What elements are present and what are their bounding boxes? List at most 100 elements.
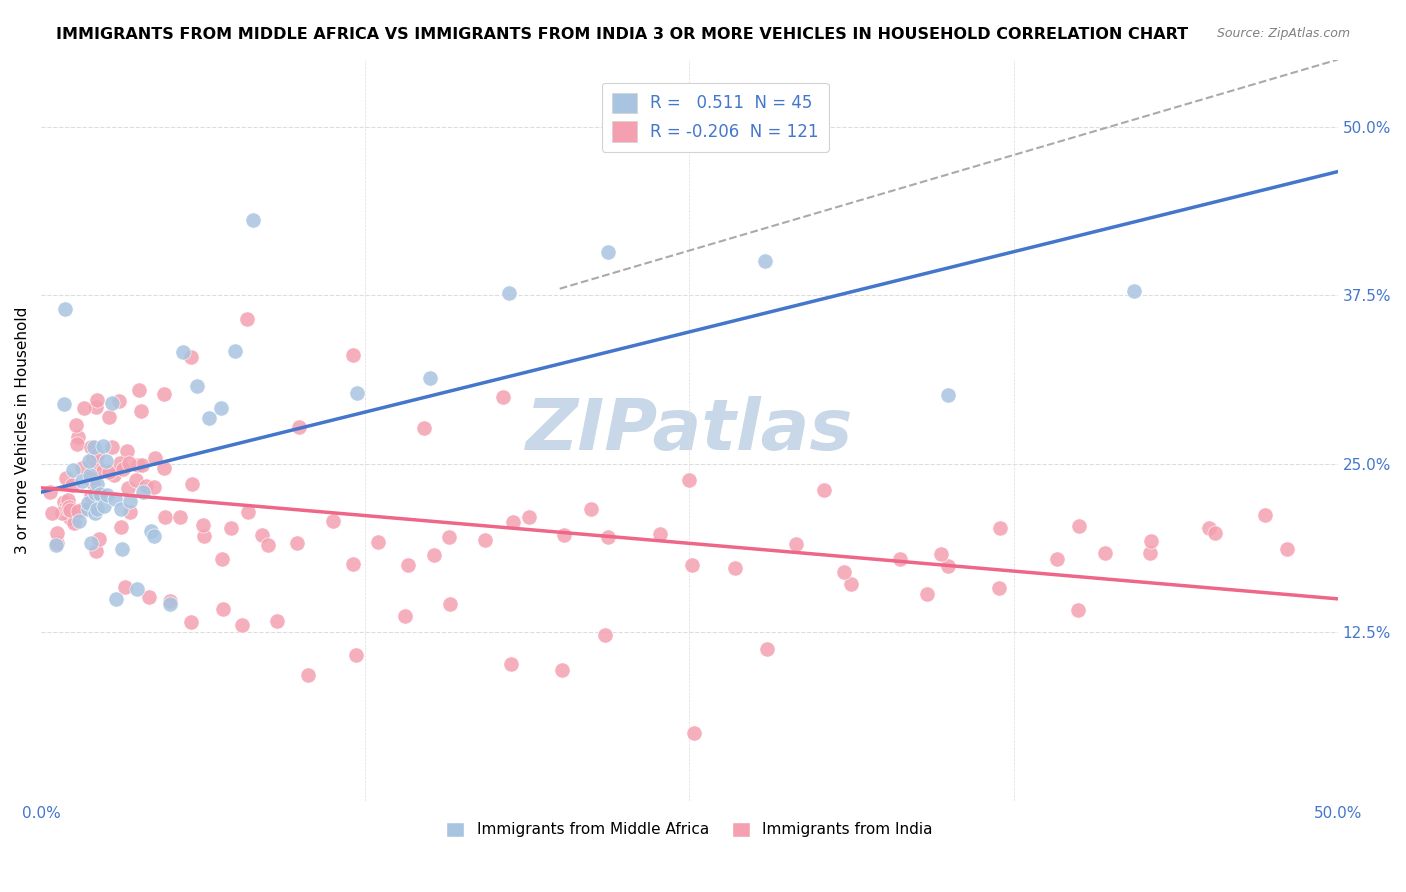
Point: [80, 489, 103, 503]
Point: [342, 557, 364, 571]
Point: [683, 726, 706, 740]
Point: [1275, 542, 1298, 557]
Point: [79, 467, 101, 482]
Point: [598, 530, 620, 544]
Point: [142, 480, 165, 494]
Point: [115, 444, 138, 458]
Point: [53, 495, 76, 509]
Point: [839, 577, 862, 591]
Point: [342, 348, 364, 362]
Point: [181, 477, 204, 491]
Point: [72, 502, 94, 516]
Point: [87, 532, 110, 546]
Point: [55, 471, 77, 485]
Point: [209, 401, 232, 416]
Point: [72, 474, 94, 488]
Legend: Immigrants from Middle Africa, Immigrants from India: Immigrants from Middle Africa, Immigrant…: [439, 814, 941, 845]
Point: [105, 591, 128, 606]
Point: [551, 663, 574, 677]
Point: [1139, 546, 1161, 560]
Point: [915, 587, 938, 601]
Point: [346, 385, 368, 400]
Point: [141, 524, 163, 538]
Point: [96, 488, 118, 502]
Point: [252, 528, 274, 542]
Point: [125, 582, 148, 596]
Point: [104, 492, 127, 507]
Point: [110, 502, 132, 516]
Point: [439, 597, 461, 611]
Point: [437, 530, 460, 544]
Point: [813, 483, 835, 497]
Point: [756, 642, 779, 657]
Point: [45, 538, 67, 552]
Point: [193, 529, 215, 543]
Point: [153, 387, 176, 401]
Point: [889, 552, 911, 566]
Point: [66, 437, 89, 451]
Point: [60, 478, 83, 492]
Point: [58, 500, 80, 514]
Point: [111, 541, 134, 556]
Point: [96, 454, 118, 468]
Point: [212, 602, 235, 616]
Point: [257, 538, 280, 552]
Point: [1069, 519, 1091, 533]
Point: [724, 561, 747, 575]
Point: [86, 476, 108, 491]
Point: [180, 350, 202, 364]
Point: [1204, 526, 1226, 541]
Point: [502, 515, 524, 529]
Point: [128, 383, 150, 397]
Y-axis label: 3 or more Vehicles in Household: 3 or more Vehicles in Household: [15, 307, 30, 554]
Point: [131, 458, 153, 472]
Point: [1067, 602, 1090, 616]
Point: [297, 667, 319, 681]
Point: [159, 594, 181, 608]
Point: [129, 404, 152, 418]
Point: [285, 536, 308, 550]
Point: [224, 343, 246, 358]
Point: [419, 371, 441, 385]
Point: [120, 493, 142, 508]
Point: [678, 473, 700, 487]
Point: [63, 516, 86, 531]
Point: [114, 580, 136, 594]
Point: [180, 615, 202, 630]
Point: [474, 533, 496, 548]
Point: [553, 527, 575, 541]
Point: [103, 467, 125, 482]
Point: [754, 253, 776, 268]
Point: [53, 397, 76, 411]
Point: [143, 451, 166, 466]
Point: [84, 400, 107, 414]
Point: [1198, 521, 1220, 535]
Point: [112, 462, 135, 476]
Point: [59, 511, 82, 525]
Point: [785, 537, 807, 551]
Point: [84, 544, 107, 558]
Point: [84, 486, 107, 500]
Point: [108, 456, 131, 470]
Point: [211, 551, 233, 566]
Point: [58, 501, 80, 516]
Point: [186, 378, 208, 392]
Point: [650, 527, 672, 541]
Point: [346, 648, 368, 663]
Point: [93, 500, 115, 514]
Point: [492, 390, 515, 404]
Point: [499, 657, 522, 671]
Point: [593, 628, 616, 642]
Point: [91, 439, 114, 453]
Point: [73, 401, 96, 415]
Point: [394, 609, 416, 624]
Point: [242, 212, 264, 227]
Point: [1094, 546, 1116, 560]
Point: [131, 484, 153, 499]
Point: [67, 504, 90, 518]
Point: [159, 597, 181, 611]
Point: [288, 420, 311, 434]
Point: [76, 502, 98, 516]
Point: [82, 450, 104, 465]
Point: [56, 492, 79, 507]
